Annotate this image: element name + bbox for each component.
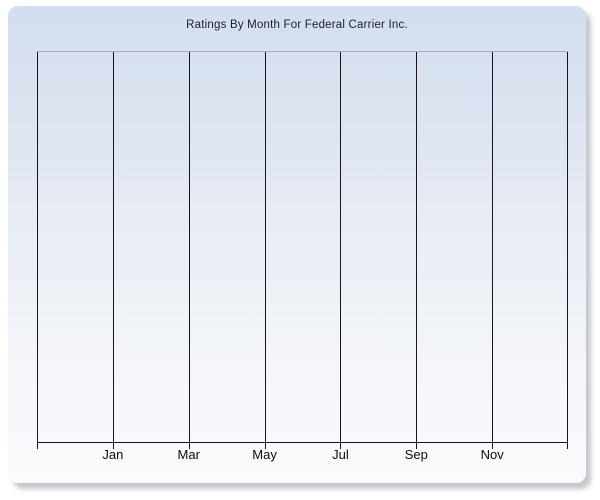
x-axis-tick	[188, 443, 190, 449]
vertical-gridline	[416, 52, 418, 442]
vertical-gridline	[264, 52, 266, 442]
chart-title: Ratings By Month For Federal Carrier Inc…	[186, 19, 408, 31]
x-axis-tick	[340, 443, 342, 449]
vertical-gridline	[567, 52, 568, 442]
x-axis-label: May	[252, 447, 277, 462]
x-axis-label: Jan	[102, 447, 124, 462]
vertical-gridline	[112, 52, 114, 442]
x-axis-labels: Jan Mar May Jul Sep Nov	[37, 447, 568, 465]
plot-area	[37, 51, 568, 449]
vertical-gridline	[37, 52, 38, 442]
x-axis-tick	[112, 443, 114, 449]
vertical-gridline	[340, 52, 342, 442]
x-axis-label: Sep	[404, 447, 428, 462]
x-axis-label: Mar	[177, 447, 200, 462]
x-axis-tick	[264, 443, 266, 449]
vertical-gridline	[188, 52, 190, 442]
x-axis-label: Jul	[332, 447, 349, 462]
x-axis-tick	[492, 443, 494, 449]
x-axis-tick	[567, 443, 568, 449]
x-axis-label: Nov	[480, 447, 504, 462]
chart-panel: Ratings By Month For Federal Carrier Inc…	[8, 6, 586, 483]
x-axis-tick	[416, 443, 418, 449]
vertical-gridline	[492, 52, 494, 442]
x-axis-tick	[37, 443, 38, 449]
